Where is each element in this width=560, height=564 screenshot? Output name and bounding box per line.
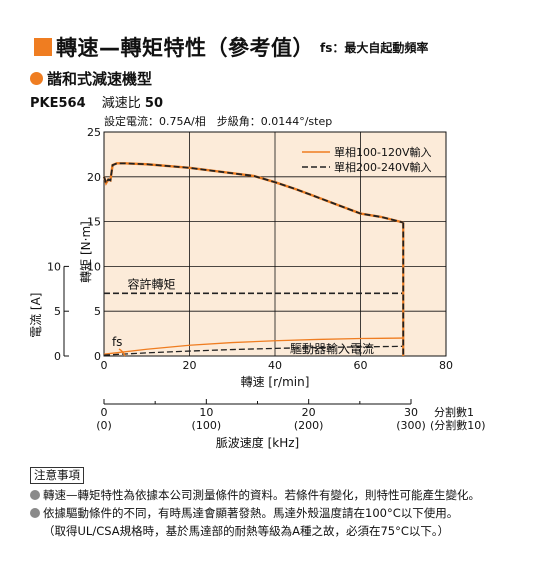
note-item: 轉速—轉矩特性為依據本公司測量條件的資料。若條件有變化，則特性可能產生變化。	[30, 486, 480, 504]
ratio-value: 50	[144, 96, 164, 111]
current-tick-label: 5	[54, 305, 61, 318]
torque-tick-label: 5	[94, 305, 101, 318]
pulse-tick-label: 30	[404, 406, 418, 419]
model-name: PKE564	[30, 96, 86, 111]
pulse-tick-label: 20	[302, 406, 316, 419]
torque-tick-label: 0	[94, 350, 101, 363]
note-item: 依據驅動條件的不同，有時馬達會顯著發熱。馬達外殼溫度請在100°C以下使用。	[30, 504, 480, 522]
x-tick-label: 0	[101, 359, 108, 372]
notes: 注意事項 轉速—轉矩特性為依據本公司測量條件的資料。若條件有變化，則特性可能產生…	[30, 466, 480, 540]
pulse-tick-label-div10: (100)	[192, 419, 222, 432]
grid	[104, 132, 446, 356]
page-title: 轉速—轉矩特性（參考值）	[56, 36, 314, 60]
fs-marker	[118, 348, 126, 357]
torque-tick-label: 25	[87, 126, 101, 139]
legend-label: 單相100-120V輸入	[334, 145, 432, 159]
x-axis-label: 轉速 [r/min]	[241, 375, 310, 389]
pulse-axis: 0(0) 10(100) 20(200) 30(300) 分割數1(分割數10) 脈波速度…	[96, 399, 486, 450]
current-tick-label: 10	[47, 260, 61, 273]
ratio-label: 減速比	[101, 96, 141, 111]
pulse-div10-label: (分割數10)	[430, 418, 486, 432]
torque-tick-label: 15	[87, 216, 101, 229]
fs-note: fs：最大自起動頻率	[320, 40, 429, 55]
pulse-tick-label-div10: (300)	[396, 419, 426, 432]
x-tick-label: 80	[439, 359, 453, 372]
current-axis-label: 電流 [A]	[29, 293, 43, 338]
x-tick-label: 40	[268, 359, 282, 372]
subheader-title: 諧和式減速機型	[47, 70, 153, 88]
condition-text: 設定電流：0.75A/相 步級角：0.0144°/step	[104, 114, 332, 128]
current-tick-label: 0	[54, 350, 61, 363]
torque-tick-label: 10	[87, 260, 101, 273]
pulse-tick-label-div10: (200)	[294, 419, 324, 432]
current-series-1	[103, 345, 404, 356]
current-series-0	[103, 337, 404, 355]
allowable-torque-label: 容許轉矩	[128, 276, 176, 291]
orange-dot-icon	[30, 72, 43, 85]
driver-current-label: 驅動器輸入電流	[290, 341, 374, 356]
x-tick-label: 20	[183, 359, 197, 372]
header: 轉速—轉矩特性（參考值） fs：最大自起動頻率	[34, 34, 428, 60]
pulse-axis-label: 脈波速度 [kHz]	[216, 435, 299, 450]
torque-tick-label: 20	[87, 171, 101, 184]
bullet-icon	[30, 490, 40, 500]
torque-axis-label: 轉矩 [N·m]	[79, 221, 93, 283]
bullet-icon	[30, 508, 40, 518]
pulse-div1-label: 分割數1	[434, 405, 474, 419]
pulse-tick-label: 0	[101, 406, 108, 419]
torque-chart: 設定電流：0.75A/相 步級角：0.0144°/step 容許轉矩驅動器輸入電…	[29, 114, 486, 450]
model-line: PKE564 減速比 50	[30, 92, 163, 111]
pulse-tick-label-div10: (0)	[96, 419, 112, 432]
note-item: （取得UL/CSA規格時，基於馬達部的耐熱等級為A種之故，必須在75°C以下。）	[43, 524, 450, 538]
orange-square-icon	[34, 38, 52, 56]
x-tick-label: 60	[354, 359, 368, 372]
torque-series-1	[103, 162, 404, 224]
subheader: 諧和式減速機型	[30, 68, 152, 89]
legend-label: 單相200-240V輸入	[334, 160, 432, 174]
notes-title: 注意事項	[30, 467, 84, 484]
fs-label: fs	[112, 335, 122, 349]
tick-labels: 0 20 40 60 80 0 5 10 15 20 25 0 5 10 電流 [A] 轉矩 [N·m] 轉速 …	[29, 126, 453, 389]
pulse-tick-label: 10	[199, 406, 213, 419]
